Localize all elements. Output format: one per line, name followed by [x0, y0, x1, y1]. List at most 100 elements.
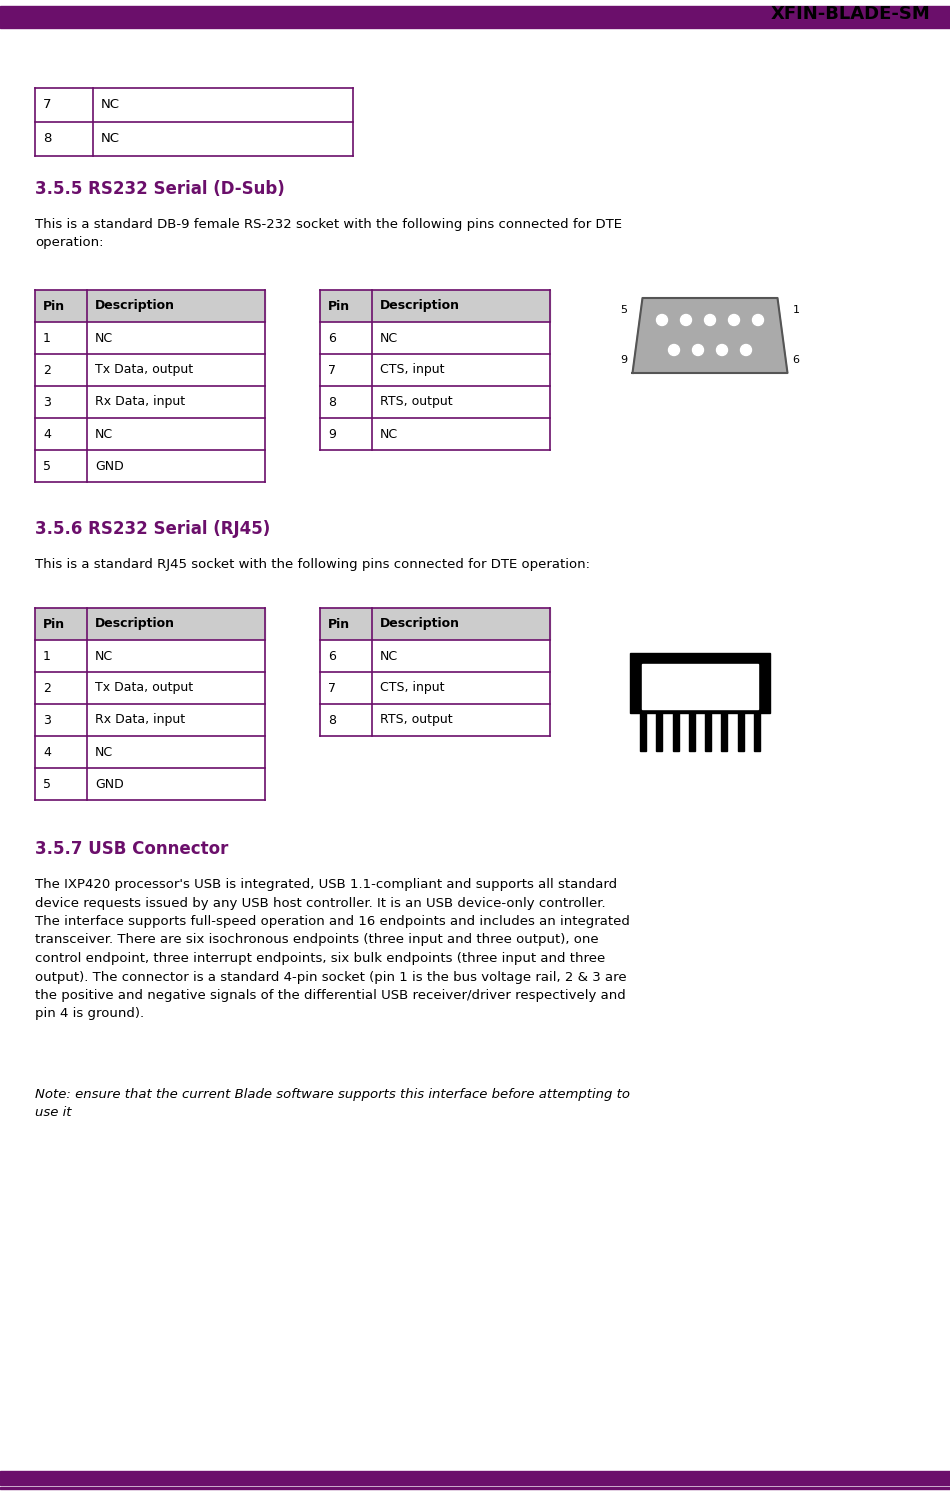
Bar: [689, 713, 694, 751]
Bar: [320, 672, 550, 704]
Circle shape: [656, 314, 668, 325]
Text: 3.5.5 RS232 Serial (D-Sub): 3.5.5 RS232 Serial (D-Sub): [35, 180, 285, 198]
Circle shape: [669, 344, 679, 355]
Text: CTS, input: CTS, input: [380, 681, 445, 695]
Text: 9: 9: [620, 355, 628, 365]
Bar: [35, 768, 265, 799]
Text: Pin: Pin: [328, 299, 351, 313]
Bar: [320, 418, 550, 451]
Text: Rx Data, input: Rx Data, input: [95, 395, 185, 409]
Bar: [35, 737, 265, 768]
Bar: [35, 290, 265, 322]
Text: 3.5.6 RS232 Serial (RJ45): 3.5.6 RS232 Serial (RJ45): [35, 519, 270, 537]
Bar: [320, 608, 550, 641]
Text: DESCRIPTION: DESCRIPTION: [35, 1470, 141, 1484]
Text: Description: Description: [95, 617, 175, 630]
Text: NC: NC: [380, 650, 398, 663]
Text: 1: 1: [792, 305, 800, 314]
Text: NC: NC: [95, 428, 113, 440]
Bar: [656, 713, 662, 751]
Text: The IXP420 processor's USB is integrated, USB 1.1-compliant and supports all sta: The IXP420 processor's USB is integrated…: [35, 879, 630, 1021]
Text: 7: 7: [43, 99, 51, 111]
Bar: [630, 653, 770, 713]
Bar: [35, 451, 265, 482]
Text: Pin: Pin: [43, 617, 66, 630]
Bar: [35, 322, 265, 353]
Circle shape: [680, 314, 692, 325]
Text: 8: 8: [43, 133, 51, 145]
Bar: [640, 713, 646, 751]
Text: 7: 7: [328, 681, 336, 695]
Bar: [35, 704, 265, 737]
Text: 2: 2: [43, 364, 51, 377]
Text: CTS, input: CTS, input: [380, 364, 445, 377]
Bar: [35, 88, 353, 121]
Text: 7: 7: [328, 364, 336, 377]
Bar: [35, 418, 265, 451]
Text: 8: 8: [748, 621, 756, 635]
Text: 1: 1: [43, 331, 51, 344]
Bar: [35, 672, 265, 704]
Polygon shape: [633, 298, 788, 373]
Text: GND: GND: [95, 460, 124, 473]
Text: Pin: Pin: [43, 299, 66, 313]
Text: 6: 6: [328, 331, 336, 344]
Text: Tx Data, output: Tx Data, output: [95, 681, 193, 695]
Text: NC: NC: [95, 331, 113, 344]
Text: 3: 3: [43, 395, 51, 409]
Bar: [753, 713, 760, 751]
Bar: [320, 386, 550, 418]
Text: Tx Data, output: Tx Data, output: [95, 364, 193, 377]
Text: NC: NC: [380, 331, 398, 344]
Text: 4: 4: [43, 428, 51, 440]
Bar: [35, 353, 265, 386]
Text: GND: GND: [95, 777, 124, 790]
Text: Description: Description: [380, 617, 460, 630]
Text: This is a standard RJ45 socket with the following pins connected for DTE operati: This is a standard RJ45 socket with the …: [35, 558, 590, 570]
Text: 1: 1: [43, 650, 51, 663]
Bar: [0, 6, 950, 28]
Text: XFIN-BLADE-SM: XFIN-BLADE-SM: [770, 4, 930, 22]
Bar: [721, 713, 728, 751]
Circle shape: [740, 344, 751, 355]
Bar: [705, 713, 712, 751]
Text: 4: 4: [43, 746, 51, 759]
Bar: [0, 1487, 950, 1490]
Bar: [320, 322, 550, 353]
Bar: [642, 665, 758, 710]
Text: NC: NC: [101, 133, 120, 145]
Circle shape: [752, 314, 764, 325]
Circle shape: [729, 314, 739, 325]
Bar: [0, 1472, 950, 1485]
Text: 2: 2: [43, 681, 51, 695]
Text: NC: NC: [95, 746, 113, 759]
Bar: [35, 641, 265, 672]
Text: Description: Description: [95, 299, 175, 313]
Text: 8: 8: [328, 395, 336, 409]
Bar: [35, 386, 265, 418]
Text: RTS, output: RTS, output: [380, 714, 452, 726]
Text: PAGE 21: PAGE 21: [850, 1470, 915, 1484]
Text: Description: Description: [380, 299, 460, 313]
Text: Pin: Pin: [328, 617, 351, 630]
Bar: [320, 353, 550, 386]
Bar: [673, 713, 678, 751]
Bar: [737, 713, 744, 751]
Text: 6: 6: [328, 650, 336, 663]
Circle shape: [693, 344, 704, 355]
Text: 5: 5: [43, 460, 51, 473]
Text: 9: 9: [328, 428, 336, 440]
Text: 8: 8: [328, 714, 336, 726]
Text: Rx Data, input: Rx Data, input: [95, 714, 185, 726]
Circle shape: [705, 314, 715, 325]
Bar: [320, 641, 550, 672]
Text: This is a standard DB-9 female RS-232 socket with the following pins connected f: This is a standard DB-9 female RS-232 so…: [35, 219, 622, 249]
Text: 5: 5: [43, 777, 51, 790]
Text: 3.5.7 USB Connector: 3.5.7 USB Connector: [35, 840, 228, 858]
Bar: [35, 121, 353, 156]
Text: 6: 6: [792, 355, 800, 365]
Text: RTS, output: RTS, output: [380, 395, 452, 409]
Bar: [320, 290, 550, 322]
Text: NC: NC: [101, 99, 120, 111]
Text: 5: 5: [620, 305, 628, 314]
